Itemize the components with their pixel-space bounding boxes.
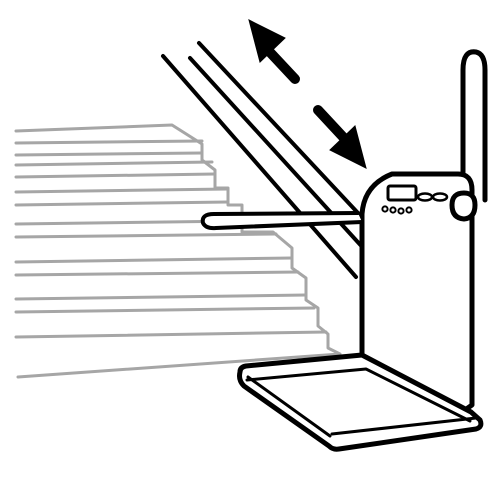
- control-panel-icon: [381, 184, 449, 215]
- control-button: [405, 206, 413, 214]
- guide-rails: [161, 41, 374, 279]
- stair-tread-line: [14, 160, 214, 167]
- platform-side-edge: [246, 375, 332, 438]
- platform-inner-edge: [245, 367, 472, 423]
- stair-tread-line: [14, 306, 316, 314]
- control-button: [381, 205, 389, 213]
- armrest: [200, 211, 364, 231]
- control-switch: [416, 192, 434, 202]
- stair-tread-line: [14, 172, 217, 179]
- control-panel-display: [386, 184, 418, 202]
- stair-tread-line: [14, 151, 204, 157]
- arrow-down-head: [329, 125, 367, 169]
- stair-tread-line: [14, 187, 230, 194]
- platform-front-lip: [330, 416, 478, 436]
- stair-tread-line: [14, 293, 308, 301]
- stair-tread-line: [14, 330, 328, 339]
- control-button: [389, 206, 397, 214]
- handle-grip: [449, 190, 478, 222]
- up-down-arrows-icon: [248, 19, 367, 169]
- control-switch: [431, 192, 449, 202]
- stair-tread-line: [14, 200, 230, 207]
- arrow-up-shaft: [261, 43, 300, 84]
- arrow-down-shaft: [313, 105, 349, 143]
- stair-tread-line: [14, 256, 294, 264]
- guide-rail: [161, 54, 358, 279]
- arrow-up-head: [248, 19, 286, 63]
- lift-unit: [200, 49, 488, 452]
- stair-tread-line: [14, 270, 300, 277]
- stair-tread-line: [14, 139, 204, 145]
- grab-handle: [460, 49, 488, 203]
- staircase: [14, 123, 342, 379]
- guide-rail: [197, 41, 374, 230]
- control-button: [397, 207, 405, 215]
- stair-tread-line: [14, 232, 278, 239]
